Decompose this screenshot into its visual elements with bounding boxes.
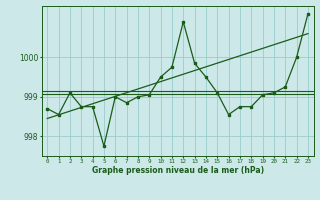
X-axis label: Graphe pression niveau de la mer (hPa): Graphe pression niveau de la mer (hPa) xyxy=(92,166,264,175)
